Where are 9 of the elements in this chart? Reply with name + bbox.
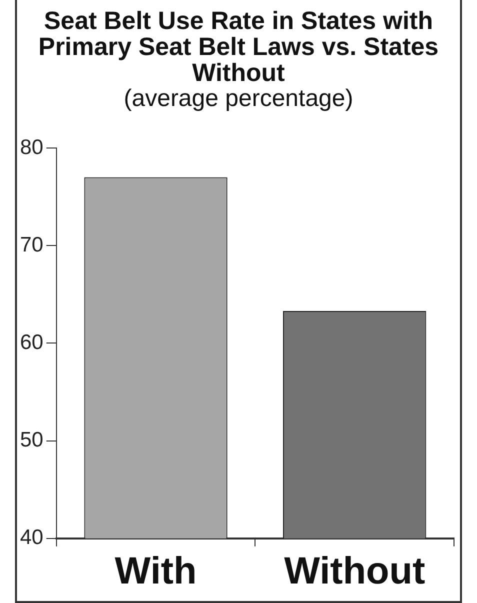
chart-subtitle: (average percentage): [122, 85, 354, 112]
chart-title: Seat Belt Use Rate in States with Primary Seat Belt Laws vs. States Without: [37, 7, 440, 87]
y-tick-label: 40: [20, 526, 44, 550]
x-tick-label: Without: [284, 550, 426, 593]
y-tick-label: 80: [20, 136, 44, 159]
x-tick-label: With: [114, 550, 197, 593]
y-tick-label: 50: [20, 428, 44, 452]
y-tick-label: 70: [20, 233, 44, 256]
y-tick-label: 60: [20, 330, 44, 354]
